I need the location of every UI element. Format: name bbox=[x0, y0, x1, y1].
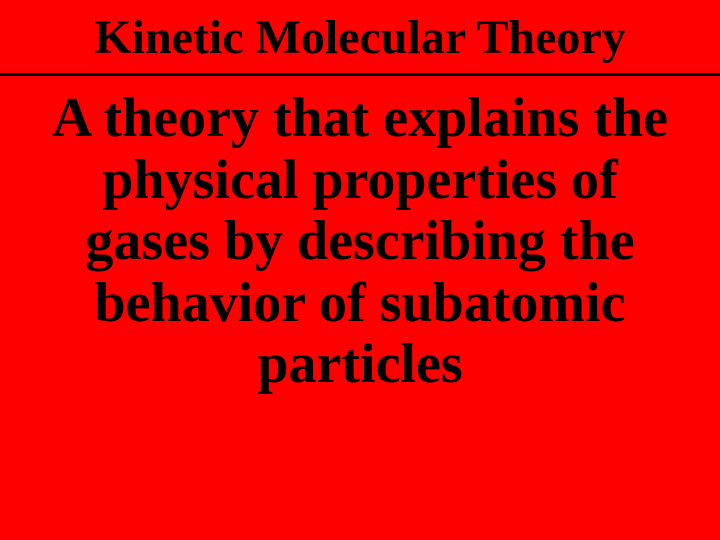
slide-container: Kinetic Molecular Theory A theory that e… bbox=[0, 0, 720, 540]
slide-title: Kinetic Molecular Theory bbox=[20, 10, 700, 73]
slide-body: A theory that explains the physical prop… bbox=[20, 76, 700, 520]
body-text-content: A theory that explains the physical prop… bbox=[40, 88, 680, 396]
